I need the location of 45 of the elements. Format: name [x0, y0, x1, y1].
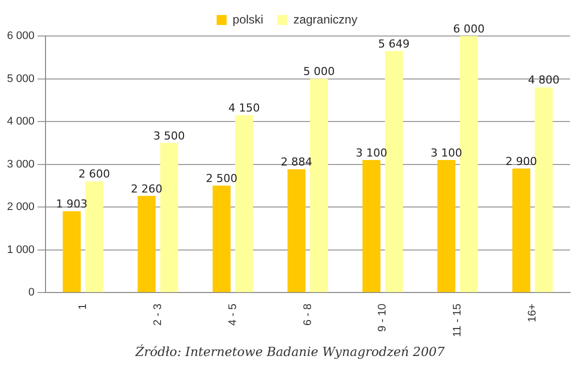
x-tick-label: 4 - 5 — [226, 304, 239, 326]
data-label: 5 000 — [303, 65, 335, 78]
y-tick-label: 6 000 — [6, 30, 35, 42]
x-tick-label: 1 — [77, 304, 90, 310]
y-tick-label: 0 — [28, 286, 35, 299]
x-tick-label: 16+ — [526, 304, 539, 322]
bar — [437, 160, 456, 292]
bar — [235, 115, 254, 292]
x-tick-label: 11 - 15 — [452, 304, 464, 338]
bar — [85, 181, 104, 292]
data-label: 5 649 — [378, 37, 410, 50]
bar — [138, 196, 156, 292]
legend-label: polski — [232, 12, 264, 26]
data-label: 4 150 — [228, 101, 260, 114]
bar — [62, 211, 81, 292]
x-tick-label: 9 - 10 — [376, 304, 389, 332]
bar — [160, 142, 178, 292]
x-tick-label: 6 - 8 — [302, 304, 314, 326]
data-label: 4 800 — [528, 74, 560, 87]
text: Źródło: Internetowe Badanie Wynagrodzeń 2007 — [134, 344, 446, 359]
bar — [534, 87, 553, 292]
x-tick-label: 2 - 3 — [152, 304, 164, 326]
y-tick-label: 5 000 — [6, 72, 35, 85]
data-label: 2 500 — [206, 172, 238, 186]
legend-label: zagraniczny — [293, 12, 358, 26]
data-label: 3 100 — [430, 146, 462, 160]
bar — [460, 36, 478, 292]
data-label: 1 903 — [56, 198, 88, 211]
bar — [384, 51, 403, 292]
y-tick-label: 2 000 — [6, 201, 35, 214]
bar — [288, 169, 306, 292]
bar — [512, 168, 530, 292]
bar — [310, 78, 328, 292]
data-label: 3 100 — [356, 146, 388, 160]
data-label: 3 500 — [153, 129, 185, 142]
bar — [212, 186, 231, 292]
data-label: 2 900 — [506, 154, 538, 168]
y-tick-label: 1 000 — [6, 244, 35, 256]
y-tick-label: 3 000 — [6, 158, 35, 170]
bar — [362, 160, 380, 292]
data-label: 6 000 — [453, 22, 485, 36]
data-label: 2 600 — [78, 168, 110, 181]
y-tick-label: 4 000 — [6, 116, 35, 128]
data-label: 2 260 — [130, 182, 162, 196]
data-label: 2 884 — [280, 156, 312, 169]
